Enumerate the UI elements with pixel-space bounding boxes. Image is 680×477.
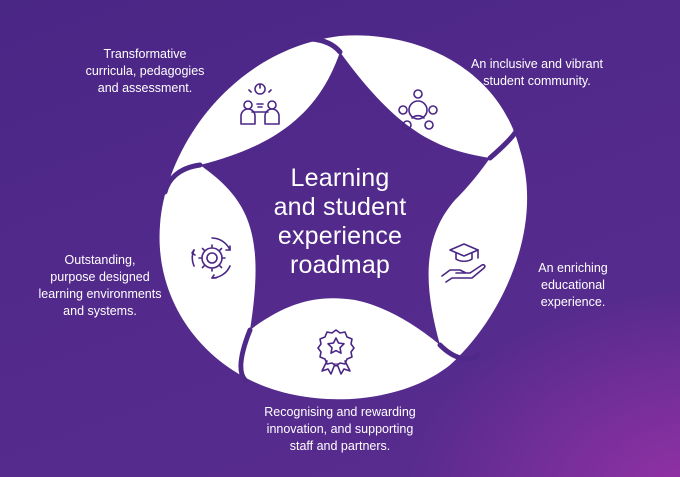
label-line: Transformative <box>103 47 187 61</box>
label-line: Outstanding, <box>64 253 136 267</box>
graduation-cap-hand-icon <box>441 243 486 283</box>
title-line: Learning <box>290 164 390 192</box>
label-line: student community. <box>483 74 591 88</box>
title-line: roadmap <box>289 251 391 279</box>
label-line: An inclusive and vibrant <box>470 57 604 71</box>
label-line: learning environments <box>38 287 162 301</box>
label-line: and systems. <box>63 304 137 318</box>
label-community: An inclusive and vibrant student communi… <box>452 56 622 90</box>
label-line: purpose designed <box>50 270 150 284</box>
title-line: experience <box>277 222 403 250</box>
label-environments: Outstanding, purpose designed learning e… <box>30 252 170 320</box>
people-lightbulb-icon <box>240 83 280 125</box>
label-line: educational <box>541 278 605 292</box>
label-line: staff and partners. <box>289 439 391 453</box>
label-line: innovation, and supporting <box>266 422 414 436</box>
title-line: and student <box>273 193 407 221</box>
roadmap-title: Learning and student experience roadmap <box>240 164 440 280</box>
label-line: Recognising and rewarding <box>264 405 416 419</box>
community-circle-icon <box>398 89 438 130</box>
label-experience: An enriching educational experience. <box>518 260 628 311</box>
label-curricula: Transformative curricula, pedagogies and… <box>70 46 220 97</box>
petal-seams <box>162 36 521 383</box>
label-line: An enriching <box>538 261 608 275</box>
award-ribbon-icon <box>317 329 355 375</box>
label-rewarding: Recognising and rewarding innovation, an… <box>247 404 433 455</box>
label-line: curricula, pedagogies <box>85 64 205 78</box>
ring-shape <box>159 35 528 400</box>
gear-cycle-icon <box>191 237 231 279</box>
label-line: experience. <box>540 295 606 309</box>
label-line: and assessment. <box>97 81 193 95</box>
